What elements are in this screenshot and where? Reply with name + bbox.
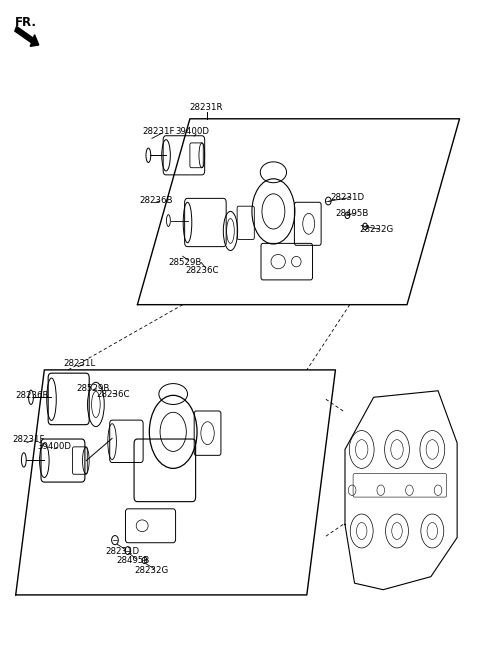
Text: 28236C: 28236C: [185, 266, 218, 274]
Text: 28236B: 28236B: [16, 392, 49, 400]
Text: 28231F: 28231F: [12, 435, 44, 444]
Text: 39400D: 39400D: [176, 127, 210, 136]
FancyArrow shape: [15, 26, 39, 47]
Text: 28232G: 28232G: [134, 566, 168, 574]
Text: 28529B: 28529B: [168, 258, 202, 267]
Text: 28529B: 28529B: [77, 384, 110, 392]
Text: FR.: FR.: [15, 16, 37, 29]
Text: 28236C: 28236C: [97, 390, 131, 399]
Text: 28231R: 28231R: [190, 103, 223, 112]
Text: 28231L: 28231L: [63, 359, 96, 368]
Text: 28495B: 28495B: [116, 556, 149, 565]
Text: 28495B: 28495B: [336, 209, 369, 218]
Text: 39400D: 39400D: [37, 441, 71, 451]
Text: 28236B: 28236B: [140, 196, 173, 205]
Text: 28231D: 28231D: [106, 547, 140, 555]
Text: 28231F: 28231F: [142, 127, 175, 136]
Text: 28231D: 28231D: [331, 193, 365, 202]
Text: 28232G: 28232G: [360, 225, 394, 234]
